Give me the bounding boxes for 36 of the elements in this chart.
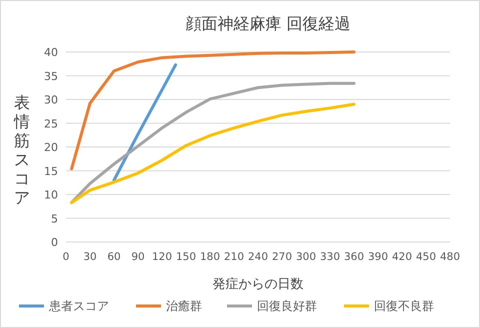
x-tick-label: 150 <box>176 251 196 263</box>
legend-label: 回復不良群 <box>374 299 434 313</box>
x-tick-label: 360 <box>344 251 364 263</box>
x-tick-label: 120 <box>152 251 172 263</box>
x-tick-label: 60 <box>107 251 121 263</box>
legend-label: 治癒群 <box>166 299 202 313</box>
y-axis-title: 表情筋スコア <box>13 93 30 207</box>
y-tick-label: 40 <box>44 46 58 59</box>
x-tick-label: 240 <box>248 251 268 263</box>
legend-label: 回復良好群 <box>257 299 317 313</box>
x-tick-label: 210 <box>224 251 244 263</box>
y-tick-label: 30 <box>44 94 58 106</box>
y-tick-label: 10 <box>44 188 58 202</box>
x-tick-label: 180 <box>200 251 220 263</box>
y-tick-label: 5 <box>51 212 58 226</box>
line-series <box>70 50 356 170</box>
x-tick-label: 330 <box>320 251 340 263</box>
line-series <box>70 82 356 204</box>
x-tick-label: 390 <box>368 251 388 263</box>
x-tick-label: 90 <box>131 251 145 263</box>
y-tick-label: 0 <box>51 236 58 249</box>
y-tick-label: 25 <box>44 117 58 130</box>
x-tick-label: 480 <box>440 251 460 263</box>
x-tick-label: 450 <box>416 251 436 263</box>
y-tick-label: 35 <box>44 70 58 83</box>
x-tick-label: 270 <box>272 251 292 263</box>
line-series <box>70 102 356 204</box>
x-tick-label: 30 <box>83 251 97 263</box>
y-tick-label: 15 <box>44 164 58 178</box>
x-tick-label: 300 <box>296 251 316 263</box>
x-tick-label: 420 <box>392 251 412 263</box>
x-axis-title: 発症からの日数 <box>212 277 304 292</box>
x-tick-label: 0 <box>62 251 70 263</box>
chart-title: 顔面神経麻痺 回復経過 <box>185 14 351 33</box>
legend-label: 患者スコア <box>48 299 109 313</box>
y-tick-label: 20 <box>44 141 58 154</box>
